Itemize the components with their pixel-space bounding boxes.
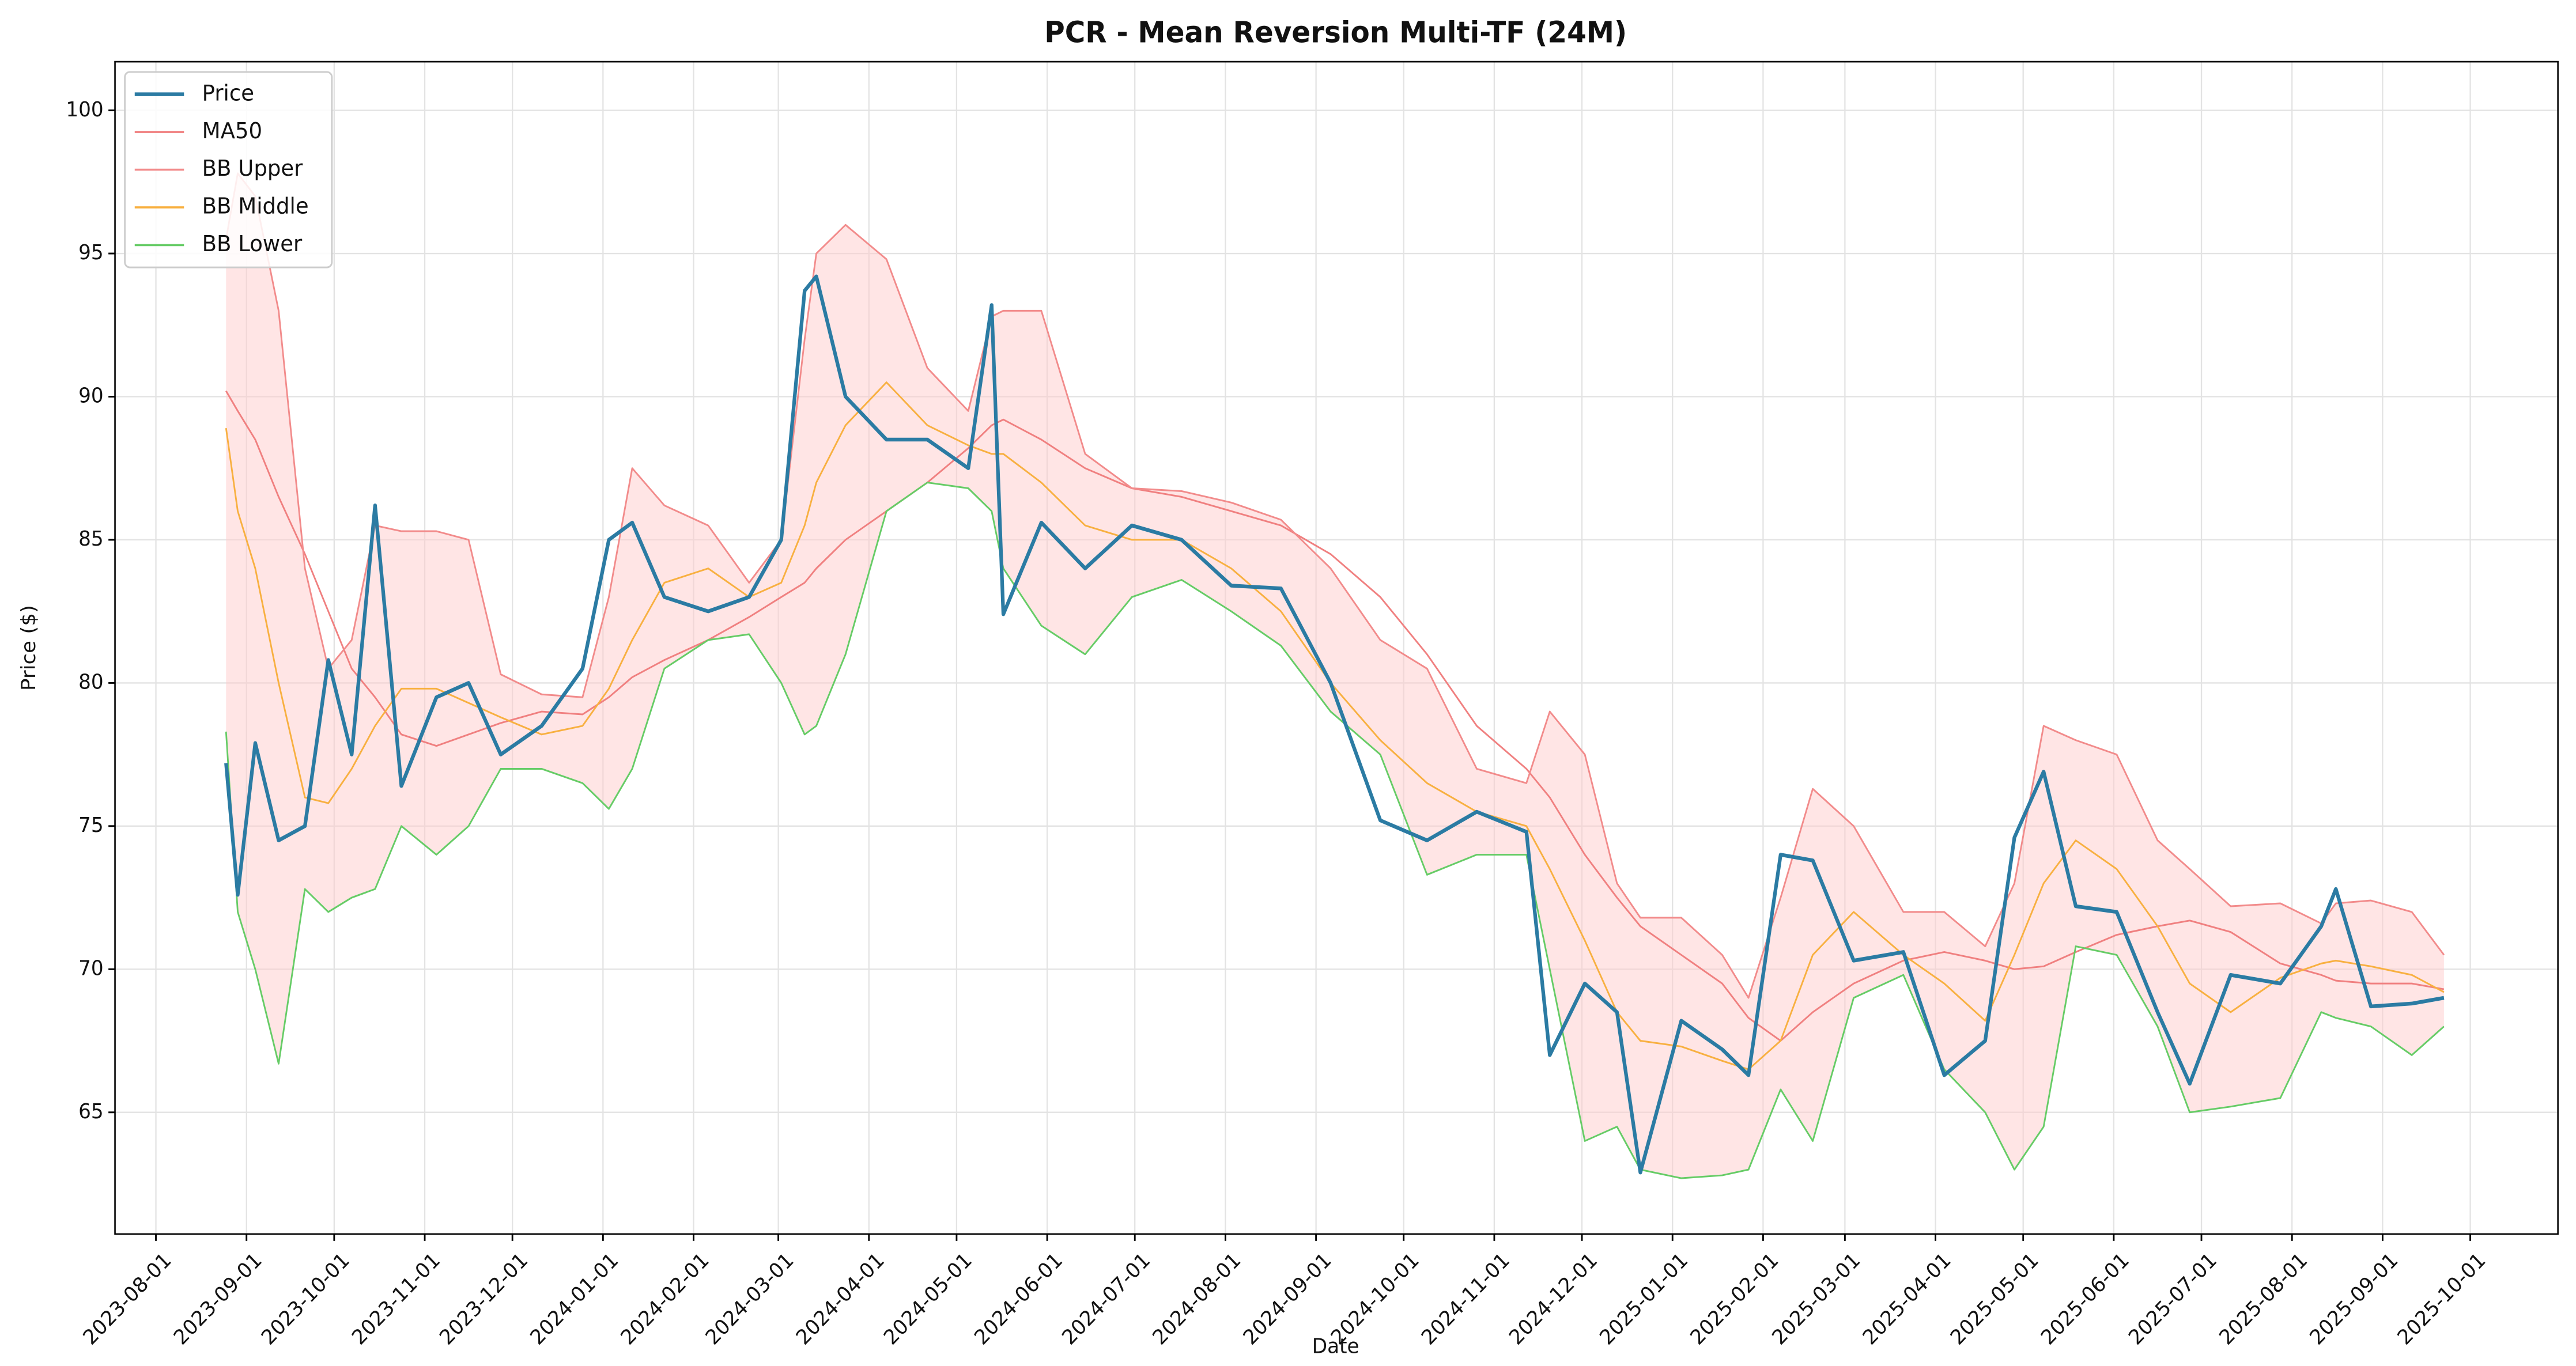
legend-label: BB Middle <box>202 193 309 219</box>
series-line <box>225 482 2445 1179</box>
series-line <box>224 274 2445 1175</box>
legend-label: MA50 <box>202 118 262 143</box>
y-axis-label: Price ($) <box>18 605 40 691</box>
y-tick-label: 90 <box>78 384 104 408</box>
y-tick-label: 80 <box>78 671 104 694</box>
bollinger-band <box>226 173 2444 1179</box>
legend: Price MA50 BB Upper BB Middle BB Lower <box>134 80 309 256</box>
legend-box <box>124 71 333 268</box>
y-tick-label: 65 <box>78 1100 104 1123</box>
legend-label: BB Lower <box>202 230 303 256</box>
y-tick-label: 70 <box>78 957 104 981</box>
plot-frame <box>114 60 2559 1235</box>
legend-label: BB Upper <box>202 155 303 181</box>
y-tick-label: 95 <box>78 241 104 265</box>
series-line <box>225 381 2445 1070</box>
y-tick-label: 100 <box>66 98 103 122</box>
plot <box>224 172 2445 1179</box>
series-line <box>225 172 2445 999</box>
y-tick-label: 85 <box>78 527 104 551</box>
chart-title: PCR - Mean Reversion Multi-TF (24M) <box>1044 15 1627 49</box>
y-tick-label: 75 <box>78 813 104 837</box>
x-axis-label: Date <box>1312 1335 1359 1359</box>
legend-label: Price <box>202 80 254 106</box>
